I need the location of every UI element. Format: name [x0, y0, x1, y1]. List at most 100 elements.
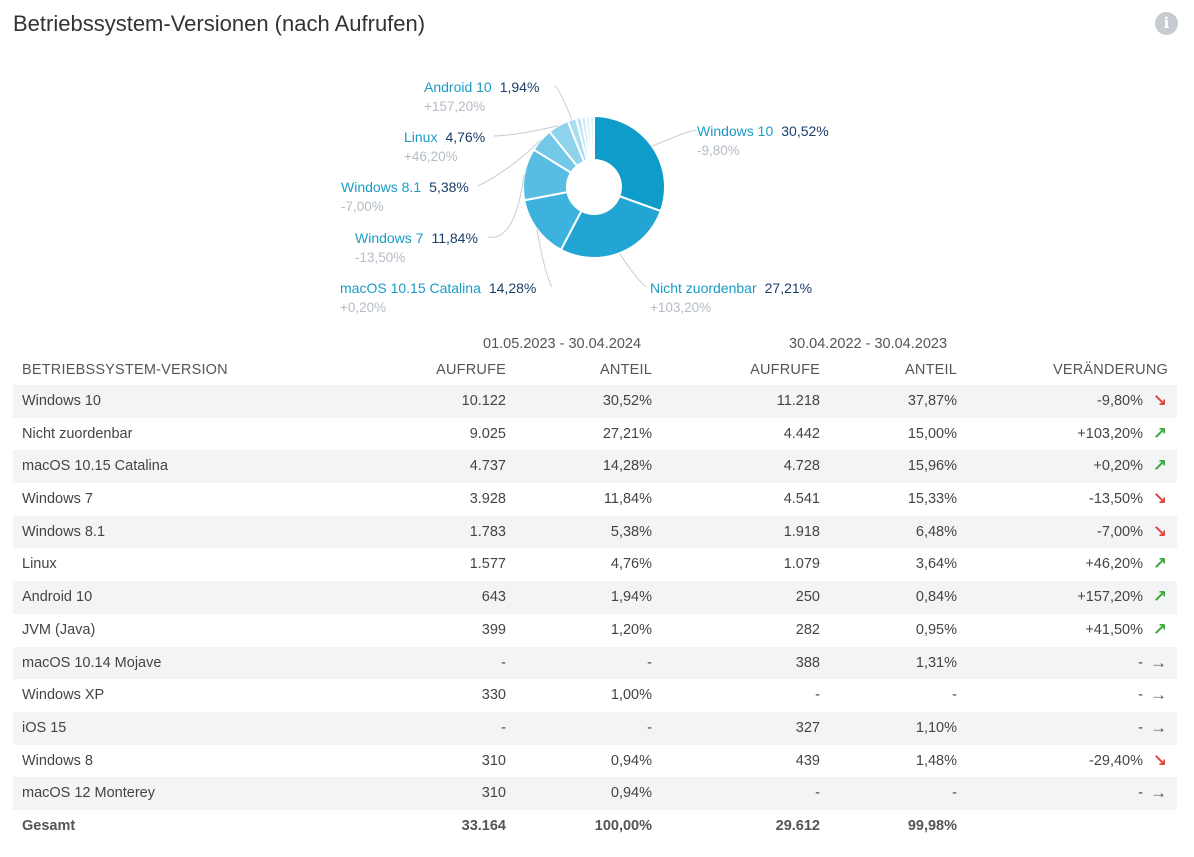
slice-label-windows-8-1: Windows 8.1 5,38% -7,00% — [341, 179, 469, 214]
trend-up-icon: ↗ — [1152, 456, 1167, 476]
cell-s1: 1,94% — [610, 589, 652, 606]
cell-a1: 1.577 — [469, 556, 506, 573]
cell-chg: +103,20% — [1077, 425, 1143, 442]
cell-a1: 4.737 — [469, 458, 506, 475]
header-change[interactable]: VERÄNDERUNG — [1053, 362, 1168, 378]
cell-name: macOS 12 Monterey — [22, 785, 155, 802]
cell-chg: -13,50% — [1088, 491, 1143, 508]
cell-chg: - — [1138, 687, 1143, 704]
cell-chg: +0,20% — [1093, 458, 1143, 475]
trend-down-icon: ↘ — [1152, 750, 1167, 770]
slice-macos-12-monterey[interactable] — [588, 114, 595, 162]
cell-s1: 1,20% — [610, 621, 652, 638]
cell-s2: 15,33% — [907, 491, 957, 508]
slice-label-nicht-zuordenbar: Nicht zuordenbar 27,21% +103,20% — [650, 280, 813, 315]
cell-a2: 250 — [795, 589, 820, 606]
header-aufrufe-current[interactable]: AUFRUFE — [436, 362, 506, 378]
slice-label-linux: Linux 4,76% +46,20% — [404, 129, 486, 164]
cell-s2: 6,48% — [915, 523, 957, 540]
cell-chg: - — [1138, 719, 1143, 736]
header-anteil-current[interactable]: ANTEIL — [600, 362, 652, 378]
trend-down-icon: ↘ — [1152, 391, 1167, 410]
cell-s1: - — [647, 654, 652, 671]
cell-chg: - — [1138, 785, 1143, 802]
cell-s1: 14,28% — [602, 458, 652, 475]
trend-flat-icon: → — [1150, 685, 1167, 705]
table-row[interactable]: macOS 12 Monterey 310 0,94% - - - → — [13, 777, 1177, 810]
cell-name: Windows 7 — [22, 491, 93, 508]
header-name[interactable]: BETRIEBSSYSTEM-VERSION — [22, 362, 228, 378]
cell-chg: - — [1138, 654, 1143, 671]
cell-name: Linux — [22, 556, 57, 573]
cell-a1: 643 — [481, 589, 506, 606]
cell-s2: 0,95% — [915, 621, 957, 638]
slice-label-macos-catalina: macOS 10.15 Catalina 14,28% +0,20% — [340, 280, 537, 315]
connector-line — [477, 139, 542, 187]
cell-s1: 5,38% — [610, 523, 652, 540]
cell-a1: 310 — [481, 785, 506, 802]
trend-up-icon: ↗ — [1152, 423, 1167, 443]
cell-a1: 1.783 — [469, 523, 506, 540]
cell-a2: 439 — [795, 752, 820, 769]
table-row[interactable]: Windows 7 3.928 11,84% 4.541 15,33% -13,50% ↘ — [13, 483, 1177, 516]
cell-name: Windows 8 — [22, 752, 93, 769]
page-title: Betriebssystem-Versionen (nach Aufrufen) — [13, 11, 426, 36]
table-row[interactable]: macOS 10.15 Catalina 4.737 14,28% 4.728 15,9… — [13, 450, 1177, 484]
total-name: Gesamt — [22, 817, 76, 834]
table-row[interactable]: Windows 10 10.122 30,52% 11.218 37,87% -9,80%… — [13, 385, 1177, 418]
total-s2: 99,98% — [907, 817, 957, 834]
table-row[interactable]: Windows 8.1 1.783 5,38% 1.918 6,48% -7,00% ↘ — [13, 515, 1177, 549]
header-aufrufe-previous[interactable]: AUFRUFE — [750, 362, 820, 378]
os-table: Windows 10 10.122 30,52% 11.218 37,87% -9,80%… — [13, 385, 1177, 843]
connector-line — [493, 125, 559, 137]
cell-a1: 399 — [481, 621, 506, 638]
cell-s1: 27,21% — [602, 425, 652, 442]
table-row[interactable]: iOS 15- -327 1,10% - → — [13, 711, 1177, 745]
cell-chg: -29,40% — [1088, 752, 1143, 769]
table-row[interactable]: JVM (Java) 399 1,20% 282 0,95% +41,50% ↗ — [13, 614, 1177, 647]
slice-windows-10[interactable] — [593, 114, 666, 213]
cell-s1: 1,00% — [610, 687, 652, 704]
cell-s2: 15,00% — [907, 425, 957, 442]
table-total-row: Gesamt 33.164 100,00% 29.612 99,98% — [13, 810, 1177, 843]
cell-s1: 30,52% — [602, 393, 652, 409]
connector-line — [487, 173, 525, 238]
table-row[interactable]: macOS 10.14 Mojave - -388 1,31% - → — [13, 646, 1177, 680]
cell-a2: 327 — [795, 719, 820, 736]
connector-line — [553, 85, 573, 120]
cell-a1: 3.928 — [469, 491, 506, 508]
cell-s2: 1,10% — [915, 719, 957, 736]
total-a1: 33.164 — [461, 817, 506, 834]
trend-flat-icon: → — [1150, 783, 1167, 803]
cell-a2: 4.442 — [783, 425, 820, 442]
cell-s2: 3,64% — [915, 556, 957, 573]
table-row[interactable]: Linux 1.577 4,76% 1.079 3,64% +46,20% ↗ — [13, 548, 1177, 581]
cell-s1: - — [647, 719, 652, 736]
info-icon[interactable]: i — [1155, 12, 1178, 35]
header-anteil-previous[interactable]: ANTEIL — [905, 362, 957, 378]
cell-s2: 0,84% — [915, 589, 957, 606]
table-row[interactable]: Nicht zuordenbar 9.025 27,21% 4.442 15,00% +1… — [13, 418, 1177, 451]
table-row[interactable]: Android 10 643 1,94% 250 0,84% +157,20% ↗ — [13, 581, 1177, 614]
table-row[interactable]: Windows 8 310 0,94% 439 1,48% -29,40% ↘ — [13, 745, 1177, 778]
cell-s2: 1,48% — [915, 752, 957, 769]
cell-name: iOS 15 — [22, 719, 67, 736]
cell-chg: +157,20% — [1077, 589, 1143, 606]
cell-a1: 9.025 — [469, 425, 506, 442]
period-current: 01.05.2023 - 30.04.2024 — [483, 336, 642, 352]
trend-up-icon: ↗ — [1152, 554, 1167, 574]
trend-up-icon: ↗ — [1152, 587, 1167, 607]
cell-name: JVM (Java) — [22, 621, 96, 638]
cell-s2: 1,31% — [915, 654, 957, 671]
cell-a2: 4.728 — [783, 458, 820, 475]
slice-label-windows-10: Windows 10 30,52% -9,80% — [697, 123, 829, 158]
trend-flat-icon: → — [1150, 717, 1167, 737]
cell-a1: 10.122 — [461, 393, 506, 409]
cell-name: macOS 10.15 Catalina — [22, 458, 168, 475]
connector-line — [619, 252, 647, 288]
table-row[interactable]: Windows XP 330 1,00% - - - → — [13, 679, 1177, 712]
cell-name: Android 10 — [22, 589, 93, 606]
cell-a2: 1.079 — [783, 556, 820, 573]
cell-name: macOS 10.14 Mojave — [22, 654, 162, 671]
slice-nicht-zuordenbar[interactable] — [559, 194, 663, 259]
